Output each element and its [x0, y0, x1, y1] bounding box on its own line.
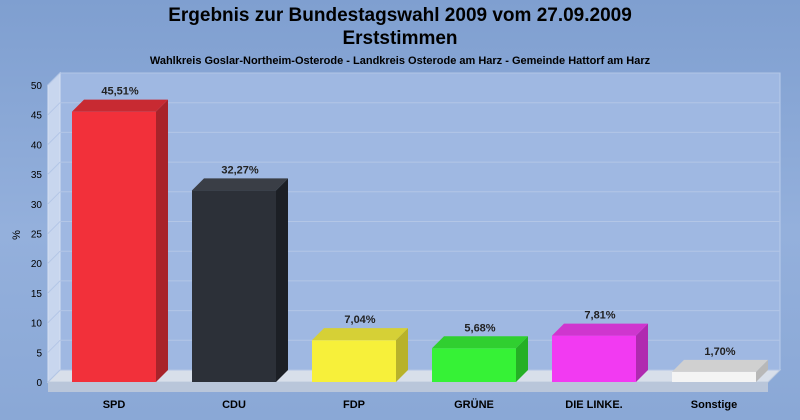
bar-side — [276, 178, 288, 382]
y-tick-label: 50 — [31, 81, 43, 92]
x-tick-label: DIE LINKE. — [565, 399, 622, 411]
y-axis-label: % — [11, 230, 23, 240]
chart-title: Ergebnis zur Bundestagswahl 2009 vom 27.… — [168, 5, 632, 26]
gridline-side — [47, 339, 61, 353]
bar — [192, 190, 276, 382]
data-label: 32,27% — [221, 164, 259, 176]
gridline-side — [47, 191, 61, 205]
y-tick-label: 20 — [31, 259, 43, 270]
chart-subtitle: Wahlkreis Goslar-Northeim-Osterode - Lan… — [150, 55, 651, 67]
bar — [312, 340, 396, 382]
gridline-side — [47, 102, 61, 116]
x-tick-label: Sonstige — [691, 399, 737, 411]
gridline-side — [47, 161, 61, 175]
y-tick-label: 10 — [31, 319, 43, 330]
y-tick-label: 5 — [36, 348, 42, 359]
gridline-side — [47, 310, 61, 323]
bar-side — [516, 336, 528, 382]
bar-top — [432, 336, 528, 349]
plot-floor-front — [48, 382, 768, 392]
y-tick-label: 45 — [31, 111, 43, 122]
y-tick-label: 15 — [31, 289, 43, 300]
bar-side — [756, 359, 768, 382]
bar-side — [636, 323, 648, 382]
bar — [552, 335, 636, 382]
bar-top — [552, 323, 648, 336]
x-tick-label: CDU — [222, 399, 246, 411]
data-label: 7,81% — [584, 310, 615, 322]
bar — [672, 371, 756, 382]
chart-title-2: Erststimmen — [342, 28, 457, 49]
gridline-side — [47, 72, 61, 86]
x-tick-label: SPD — [103, 399, 126, 411]
bar-top — [672, 359, 768, 372]
bar-side — [156, 99, 168, 383]
y-tick-label: 0 — [36, 378, 42, 389]
gridline-side — [47, 369, 61, 383]
bar-side — [396, 328, 408, 382]
bar-top — [312, 328, 408, 341]
bar — [72, 111, 156, 383]
x-tick-label: GRÜNE — [454, 398, 494, 411]
y-tick-label: 30 — [31, 200, 43, 211]
bar — [432, 348, 516, 382]
gridline-side — [47, 221, 61, 234]
gridline-side — [47, 250, 61, 264]
y-tick-label: 40 — [31, 140, 43, 151]
gridline-side — [47, 280, 61, 294]
gridline-side — [47, 132, 61, 145]
data-label: 1,70% — [704, 346, 735, 358]
data-label: 45,51% — [101, 86, 139, 98]
bar-top — [72, 99, 168, 112]
data-label: 5,68% — [464, 322, 495, 334]
y-tick-label: 35 — [31, 170, 43, 181]
y-tick-label: 25 — [31, 230, 43, 241]
plot-area: 0 5 10 15 20 25 30 35 40 45 50 45,51% SPD 32,27% CDU 7,… — [31, 71, 782, 411]
bar-top — [192, 178, 288, 191]
x-tick-label: FDP — [343, 399, 365, 411]
data-label: 7,04% — [344, 314, 375, 326]
